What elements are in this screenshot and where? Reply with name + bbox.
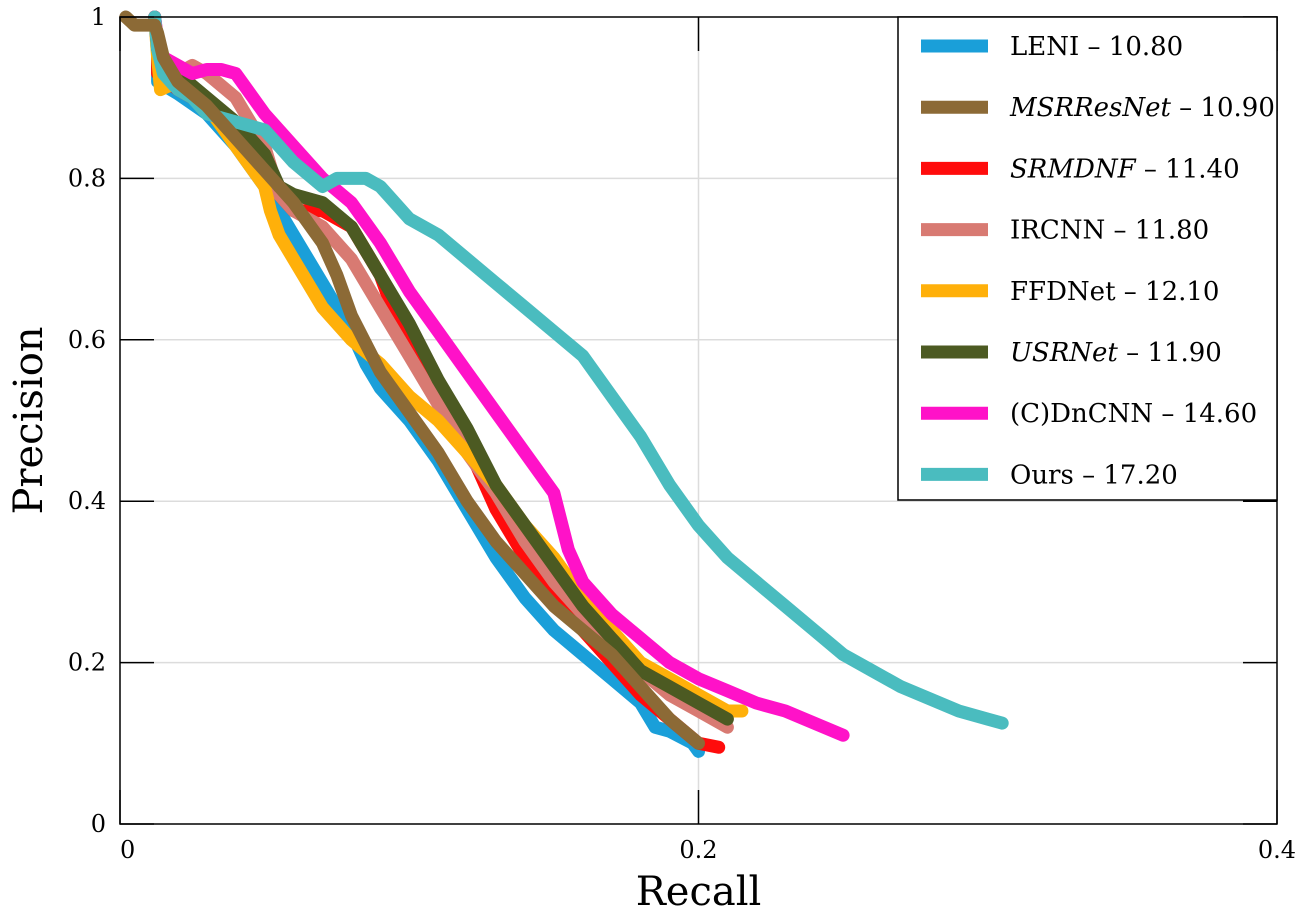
legend-series-name: Ours bbox=[1010, 460, 1074, 490]
legend-series-score: – 12.10 bbox=[1116, 277, 1220, 307]
y-tick-label: 0.2 bbox=[68, 649, 106, 677]
legend-series-score: – 11.40 bbox=[1136, 154, 1240, 184]
legend-series-name: SRMDNF bbox=[1010, 154, 1137, 184]
legend-label-ffdnet: FFDNet – 12.10 bbox=[1010, 277, 1219, 307]
legend-series-score: – 14.60 bbox=[1153, 399, 1257, 429]
legend-series-name: USRNet bbox=[1010, 338, 1118, 368]
x-axis-title: Recall bbox=[636, 869, 762, 915]
legend-label-msrresnet: MSRResNet – 10.90 bbox=[1009, 93, 1275, 123]
y-axis-title: Precision bbox=[6, 326, 52, 514]
y-tick-label: 0 bbox=[91, 810, 106, 838]
legend-series-score: – 10.90 bbox=[1171, 93, 1275, 123]
tick-layer: 0 0.2 0.4 0.6 0.8 1 0 0.2 0.4 bbox=[68, 3, 1296, 864]
x-tick-label: 0.4 bbox=[1258, 836, 1296, 864]
x-tick-label: 0 bbox=[120, 836, 135, 864]
legend-series-score: – 11.80 bbox=[1105, 216, 1209, 246]
legend: LENI – 10.80 MSRResNet – 10.90 SRMDNF – 11… bbox=[897, 16, 1278, 501]
y-tick-label: 0.4 bbox=[68, 487, 106, 515]
legend-series-name: (C)DnCNN bbox=[1010, 399, 1153, 429]
y-tick-label: 1 bbox=[91, 3, 106, 31]
legend-series-name: MSRResNet bbox=[1009, 93, 1171, 123]
x-tick-label: 0.2 bbox=[679, 836, 717, 864]
legend-series-score: – 10.80 bbox=[1079, 32, 1183, 62]
legend-label-leni: LENI – 10.80 bbox=[1010, 32, 1183, 62]
y-tick-label: 0.6 bbox=[68, 326, 106, 354]
legend-label-ours: Ours – 17.20 bbox=[1010, 460, 1178, 490]
legend-label-ircnn: IRCNN – 11.80 bbox=[1010, 216, 1209, 246]
legend-label-c-dncnn: (C)DnCNN – 14.60 bbox=[1010, 399, 1257, 429]
legend-label-usrnet: USRNet – 11.90 bbox=[1010, 338, 1222, 368]
legend-series-score: – 17.20 bbox=[1074, 460, 1178, 490]
legend-label-srmdnf: SRMDNF – 11.40 bbox=[1010, 154, 1240, 184]
legend-series-name: LENI bbox=[1010, 32, 1079, 62]
legend-series-name: FFDNet bbox=[1010, 277, 1116, 307]
series-layer bbox=[119, 10, 1009, 758]
series-line-c-dncnn bbox=[148, 10, 850, 742]
legend-series-name: IRCNN bbox=[1010, 216, 1105, 246]
series-line-msrresnet bbox=[119, 10, 705, 750]
legend-series-score: – 11.90 bbox=[1118, 338, 1222, 368]
y-tick-label: 0.8 bbox=[68, 164, 106, 192]
